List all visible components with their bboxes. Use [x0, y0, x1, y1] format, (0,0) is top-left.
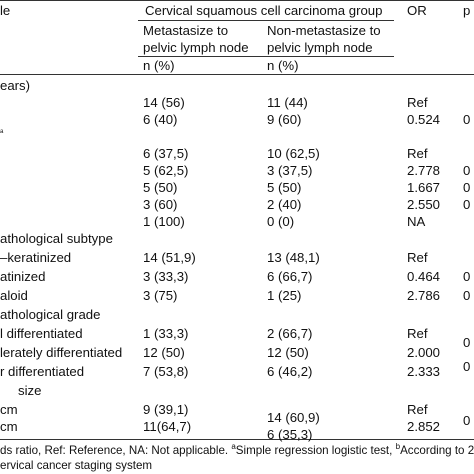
footnote-marker-b: b	[395, 442, 401, 451]
cell-nonmeta: 2 (66,7)	[267, 326, 313, 341]
rule-header-bottom	[0, 74, 474, 75]
cell-meta: 3 (60)	[143, 197, 178, 212]
rule-npct-top	[138, 56, 394, 57]
cell-meta: 5 (62,5)	[143, 163, 189, 178]
cell-p: 0	[463, 112, 471, 127]
cell-p: 0	[463, 197, 471, 212]
cell-or: 2.852	[407, 419, 441, 434]
cell-or: 2.550	[407, 197, 441, 212]
header-or: OR	[407, 3, 427, 18]
cell-nonmeta: 11 (44)	[267, 95, 308, 110]
header-npct-meta: n (%)	[143, 58, 175, 73]
row-label: cm	[0, 419, 18, 434]
row-label-subtype: athological subtype	[0, 231, 113, 246]
cell-meta: 14 (51,9)	[143, 250, 196, 265]
cell-p: 0	[463, 335, 471, 350]
cell-meta: 1 (100)	[143, 214, 185, 229]
rule-top	[0, 0, 474, 1]
cell-p: 0	[463, 163, 471, 178]
cell-meta: 7 (53,8)	[143, 364, 189, 379]
cell-meta: 3 (33,3)	[143, 269, 189, 284]
cell-meta: 9 (39,1)	[143, 402, 189, 417]
cell-or: Ref	[407, 146, 428, 161]
cell-nonmeta: 14 (60,9)	[267, 410, 320, 425]
cell-meta: 3 (75)	[143, 288, 178, 303]
header-col-nonmeta-2: pelvic lymph node	[267, 40, 373, 55]
header-col-meta-1: Metastasize to	[143, 23, 229, 38]
cell-or: Ref	[407, 402, 428, 417]
row-label: r differentiated	[0, 364, 85, 379]
header-p: p	[463, 3, 471, 18]
cell-or: Ref	[407, 95, 428, 110]
cell-meta: 6 (37,5)	[143, 146, 189, 161]
cell-nonmeta: 5 (50)	[267, 180, 302, 195]
cell-nonmeta: 1 (25)	[267, 288, 302, 303]
cell-or: Ref	[407, 326, 428, 341]
cell-or: 0.524	[407, 112, 441, 127]
cell-p: 0	[463, 413, 471, 428]
row-label: –keratinized	[0, 250, 72, 265]
cell-nonmeta: 9 (60)	[267, 112, 302, 127]
cell-or: 2.778	[407, 163, 441, 178]
cell-or: 2.786	[407, 288, 441, 303]
footnote-text-b: Simple regression logistic test,	[235, 444, 396, 457]
row-label-grade: athological grade	[0, 307, 101, 322]
header-npct-nonmeta: n (%)	[267, 58, 299, 73]
row-label: lerately differentiated	[0, 345, 123, 360]
cell-p: 0	[463, 180, 471, 195]
cell-p: 0	[463, 269, 471, 284]
rule-group-underline	[138, 20, 394, 21]
cell-nonmeta: 10 (62,5)	[267, 146, 320, 161]
cell-nonmeta: 6 (66,7)	[267, 269, 313, 284]
footnote-line-2: ervical cancer staging system	[0, 459, 153, 472]
cell-or: 2.333	[407, 364, 441, 379]
cell-meta: 6 (40)	[143, 112, 178, 127]
header-col-meta-2: pelvic lymph node	[143, 40, 249, 55]
footnote-marker-a: a	[231, 442, 236, 451]
row-label: cm	[0, 402, 18, 417]
cell-meta: 5 (50)	[143, 180, 178, 195]
cell-or: 0.464	[407, 269, 441, 284]
rule-table-bottom	[0, 439, 474, 440]
cell-nonmeta: 2 (40)	[267, 197, 302, 212]
cell-meta: 1 (33,3)	[143, 326, 189, 341]
cell-nonmeta: 0 (0)	[267, 214, 295, 229]
cell-or: Ref	[407, 250, 428, 265]
cell-p: 0	[463, 359, 471, 374]
cell-nonmeta: 3 (37,5)	[267, 163, 313, 178]
footnote-line-1: ds ratio, Ref: Reference, NA: Not applic…	[0, 442, 474, 457]
cell-nonmeta: 6 (35,3)	[267, 427, 313, 442]
cell-nonmeta: 12 (50)	[267, 345, 309, 360]
header-variable: le	[0, 3, 11, 18]
row-label: atinized	[0, 269, 46, 284]
row-label: l differentiated	[0, 326, 83, 341]
row-label: aloid	[0, 288, 28, 303]
footnote-text-c: According to 2	[400, 444, 474, 457]
cell-or: 1.667	[407, 180, 441, 195]
footnote-text-a: ds ratio, Ref: Reference, NA: Not applic…	[0, 444, 232, 457]
cell-meta: 11(64,7)	[143, 419, 192, 434]
cell-meta: 14 (56)	[143, 95, 185, 110]
cell-meta: 12 (50)	[143, 345, 185, 360]
header-col-nonmeta-1: Non-metastasize to	[267, 23, 381, 38]
row-label-size: size	[18, 383, 42, 398]
cell-or: 2.000	[407, 345, 441, 360]
cell-nonmeta: 6 (46,2)	[267, 364, 313, 379]
row-label-age: ears)	[0, 78, 31, 93]
cell-or: NA	[407, 214, 426, 229]
row-label-stage: ᵃ	[0, 127, 4, 137]
header-group: Cervical squamous cell carcinoma group	[145, 3, 383, 18]
cell-nonmeta: 13 (48,1)	[267, 250, 320, 265]
cell-p: 0	[463, 288, 471, 303]
